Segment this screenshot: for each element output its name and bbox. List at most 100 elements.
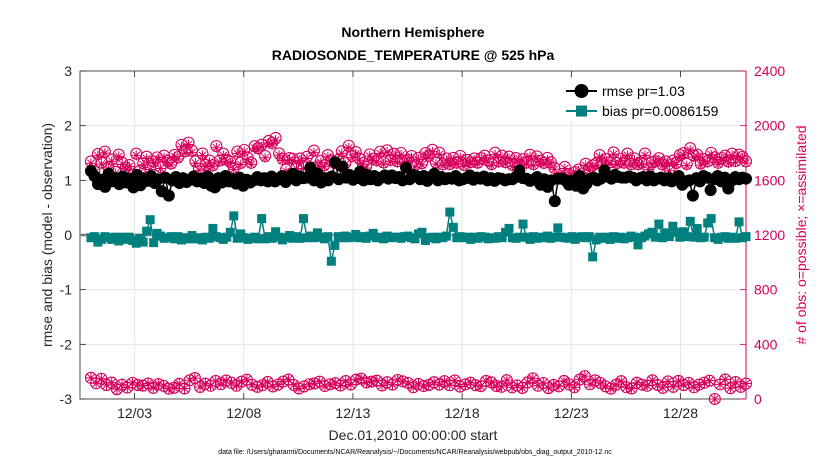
- bias-point: [149, 238, 159, 248]
- y-tick-label: 0: [64, 227, 72, 243]
- bias-point: [229, 211, 239, 221]
- obs-assimilated-marker: [706, 149, 717, 160]
- obs-assimilated-marker: [173, 154, 184, 165]
- obs-assimilated-marker: [96, 159, 107, 170]
- obs-assimilated-marker: [500, 158, 511, 169]
- obs-assimilated-marker: [472, 159, 483, 170]
- obs-assimilated-marker: [277, 155, 288, 166]
- obs-low-assimilated-marker: [434, 379, 445, 390]
- obs-assimilated-marker: [451, 159, 462, 170]
- bias-point: [731, 233, 741, 243]
- obs-assimilated-marker: [437, 160, 448, 171]
- bias-point: [629, 232, 639, 242]
- obs-low-assimilated-marker: [96, 373, 107, 384]
- obs-low-assimilated-marker: [215, 379, 226, 390]
- obs-assimilated-marker: [667, 157, 678, 168]
- obs-assimilated-marker: [653, 154, 664, 165]
- y2-tick-label: 1600: [754, 172, 785, 188]
- legend-box: [560, 79, 738, 121]
- obs-assimilated-marker: [727, 150, 738, 161]
- obs-low-assimilated-marker: [647, 375, 658, 386]
- bias-point: [145, 215, 155, 225]
- obs-low-assimilated-marker: [85, 372, 96, 383]
- obs-assimilated-marker: [591, 160, 602, 171]
- x-tick-label: 12/23: [554, 405, 589, 421]
- bias-point: [326, 256, 336, 266]
- obs-assimilated-marker: [162, 157, 173, 168]
- obs-assimilated-marker: [605, 158, 616, 169]
- obs-assimilated-marker: [469, 155, 480, 166]
- obs-assimilated-marker: [291, 163, 302, 174]
- bias-point: [417, 227, 427, 237]
- obs-low-assimilated-marker: [205, 380, 216, 391]
- obs-low-assimilated-marker: [371, 375, 382, 386]
- obs-assimilated-marker: [396, 149, 407, 160]
- obs-assimilated-marker: [730, 157, 741, 168]
- obs-assimilated-marker: [207, 161, 218, 172]
- obs-assimilated-marker: [99, 148, 110, 159]
- bias-point: [675, 232, 685, 242]
- y2-tick-label: 800: [754, 282, 778, 298]
- obs-low-assimilated-marker: [595, 378, 606, 389]
- bias-point: [309, 233, 319, 243]
- obs-assimilated-marker: [626, 160, 637, 171]
- legend-rmse-marker: [574, 84, 589, 98]
- bias-point: [142, 226, 152, 236]
- obs-assimilated-marker: [315, 157, 326, 168]
- obs-assimilated-marker: [148, 158, 159, 169]
- bias-point: [131, 238, 141, 248]
- bias-point: [410, 234, 420, 244]
- obs-assimilated-marker: [455, 152, 466, 163]
- obs-assimilated-marker: [267, 139, 278, 150]
- obs-assimilated-marker: [545, 158, 556, 169]
- bias-point: [295, 233, 305, 243]
- obs-assimilated-marker: [378, 159, 389, 170]
- bias-point: [553, 223, 563, 233]
- bias-point: [678, 227, 688, 237]
- obs-assimilated-marker: [594, 151, 605, 162]
- x-tick-label: 12/08: [226, 405, 261, 421]
- obs-assimilated-marker: [159, 152, 170, 163]
- obs-assimilated-marker: [274, 150, 285, 161]
- obs-assimilated-marker: [385, 156, 396, 167]
- obs-low-assimilated-marker: [314, 376, 325, 387]
- y-tick-label: -3: [60, 391, 73, 407]
- obs-assimilated-marker: [124, 161, 135, 172]
- obs-assimilated-marker: [176, 141, 187, 152]
- obs-low-assimilated-marker: [709, 394, 720, 404]
- y-tick-label: -2: [60, 336, 73, 352]
- obs-low-possible-marker: [703, 374, 716, 387]
- obs-assimilated-marker: [678, 149, 689, 160]
- bias-point: [298, 214, 308, 224]
- bias-point: [689, 232, 699, 242]
- obs-low-assimilated-marker: [569, 382, 580, 393]
- obs-assimilated-marker: [190, 158, 201, 169]
- rmse-series: [84, 156, 752, 208]
- obs-assimilated-marker: [336, 148, 347, 159]
- obs-low-assimilated-marker: [585, 379, 596, 390]
- obs-assimilated-marker: [660, 158, 671, 169]
- obs-assimilated-marker: [225, 158, 236, 169]
- obs-assimilated-marker: [486, 160, 497, 171]
- obs-low-assimilated-marker: [611, 379, 622, 390]
- obs-low-assimilated-marker: [262, 376, 273, 387]
- obs-low-assimilated-marker: [231, 380, 242, 391]
- bias-point: [671, 227, 681, 237]
- obs-assimilated-marker: [197, 150, 208, 161]
- bias-point: [497, 233, 507, 243]
- obs-assimilated-marker: [113, 151, 124, 162]
- obs-low-assimilated-marker: [174, 378, 185, 389]
- obs-low-assimilated-marker: [444, 380, 455, 391]
- bias-point: [89, 232, 99, 242]
- obs-assimilated-marker: [504, 153, 515, 164]
- bias-point: [222, 232, 232, 242]
- y2-tick-label: 400: [754, 336, 778, 352]
- obs-assimilated-marker: [235, 159, 246, 170]
- obs-low-assimilated-marker: [356, 373, 367, 384]
- obs-assimilated-marker: [389, 150, 400, 161]
- bias-point: [271, 227, 281, 237]
- bias-point: [699, 232, 709, 242]
- obs-assimilated-marker: [612, 159, 623, 170]
- bias-point: [257, 214, 267, 224]
- obs-assimilated-marker: [92, 150, 103, 161]
